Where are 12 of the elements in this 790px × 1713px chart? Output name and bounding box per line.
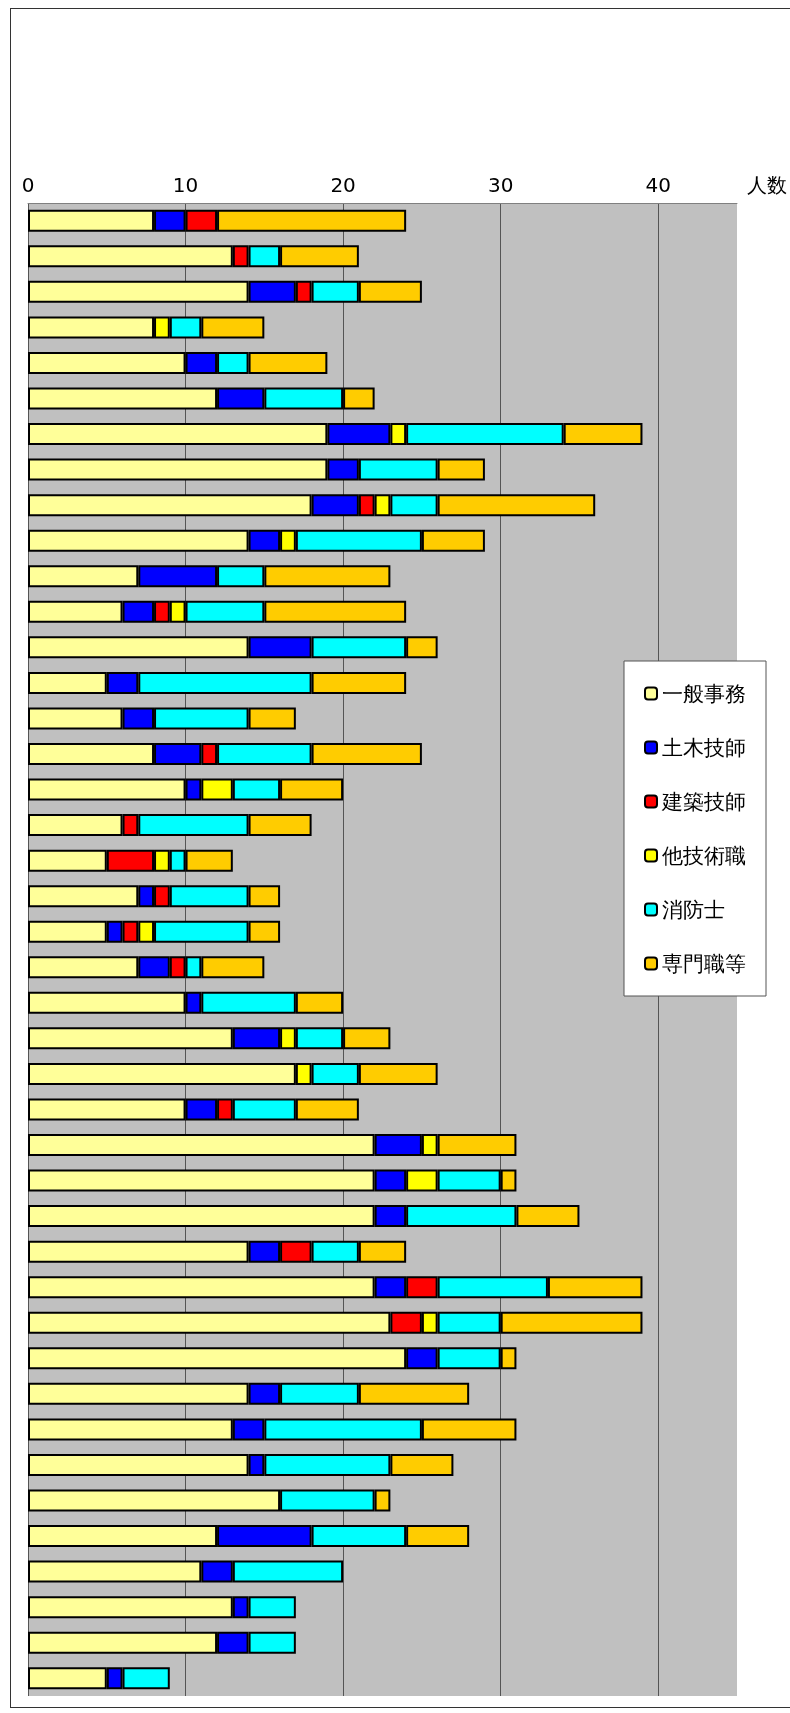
x-tick-label: 10 [172, 173, 199, 197]
x-axis-title: 人数 [747, 173, 787, 197]
x-tick-label: 40 [645, 173, 671, 197]
x-tick-label: 30 [487, 173, 514, 197]
legend-label: 土木技師 [662, 735, 746, 760]
legend-label: 専門職等 [662, 951, 746, 976]
legend-label: 一般事務 [662, 681, 746, 706]
legend-label: 消防士 [662, 897, 725, 922]
x-tick-label: 20 [330, 173, 356, 197]
legend-label: 他技術職 [662, 843, 746, 868]
legend-label: 建築技師 [661, 789, 746, 814]
x-tick-label: 0 [21, 173, 35, 197]
